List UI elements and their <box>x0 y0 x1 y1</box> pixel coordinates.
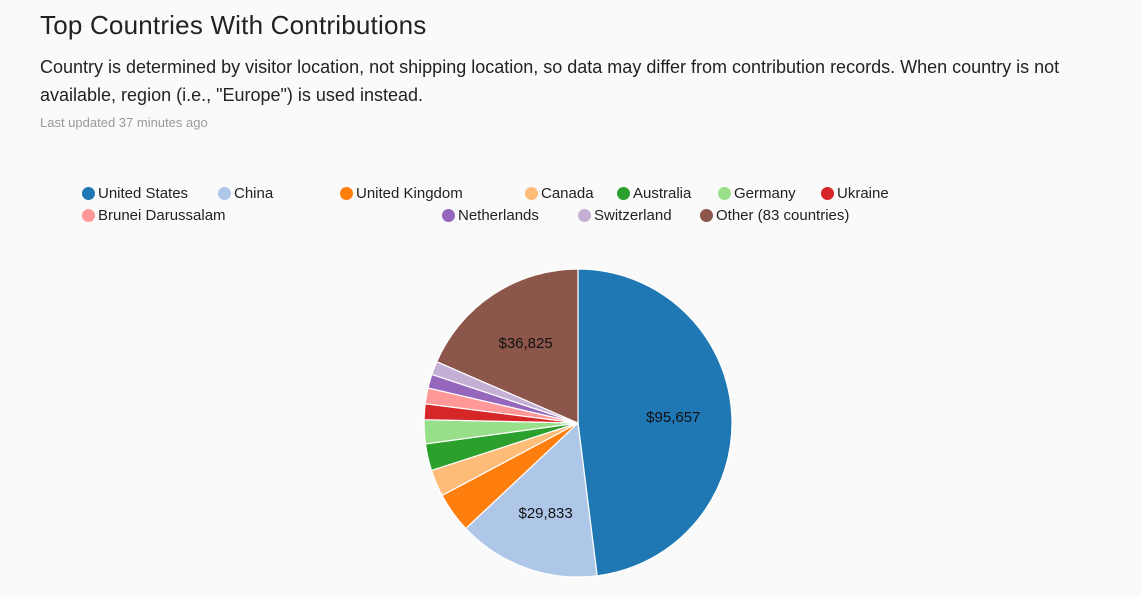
pie-slice-china[interactable] <box>464 421 598 578</box>
legend-label: Germany <box>734 184 796 202</box>
legend-label: China <box>234 184 274 202</box>
pie-label-other-83-countries: $36,825 <box>498 335 552 352</box>
pie-slice-united-states[interactable] <box>577 268 733 577</box>
pie-slice-other-83-countries[interactable] <box>435 268 579 424</box>
legend-swatch <box>82 208 95 222</box>
legend-label: Australia <box>633 184 692 202</box>
legend-label: United Kingdom <box>356 184 463 202</box>
legend-swatch <box>218 186 231 200</box>
legend-swatch <box>718 186 731 200</box>
legend-swatch <box>700 208 713 222</box>
legend-item-ukraine[interactable]: Ukraine <box>821 182 913 204</box>
legend-swatch <box>617 186 630 200</box>
legend-swatch <box>525 186 538 200</box>
last-updated: Last updated 37 minutes ago <box>40 115 208 130</box>
page-subtitle: Country is determined by visitor locatio… <box>40 57 1060 105</box>
legend-label: Ukraine <box>837 184 889 202</box>
legend-label: Netherlands <box>458 206 539 224</box>
legend-label: Switzerland <box>594 206 672 224</box>
legend-item-canada[interactable]: Canada <box>525 182 617 204</box>
legend-label: Other (83 countries) <box>716 206 850 224</box>
legend-item-china[interactable]: China <box>218 182 340 204</box>
page-title: Top Countries With Contributions <box>40 10 427 40</box>
legend-swatch <box>82 186 95 200</box>
legend-item-switzerland[interactable]: Switzerland <box>578 204 700 226</box>
legend-swatch <box>578 208 591 222</box>
legend-label: Brunei Darussalam <box>98 206 226 224</box>
pie-label-china: $29,833 <box>519 505 573 522</box>
legend-item-united-kingdom[interactable]: United Kingdom <box>340 182 525 204</box>
legend-swatch <box>821 186 834 200</box>
legend-label: United States <box>98 184 189 202</box>
legend-swatch <box>340 186 353 200</box>
legend-label: Canada <box>541 184 594 202</box>
legend-swatch <box>442 208 455 222</box>
legend-item-germany[interactable]: Germany <box>718 182 821 204</box>
legend-item-other-83-countries[interactable]: Other (83 countries) <box>700 204 880 226</box>
legend-item-brunei-darussalam[interactable]: Brunei Darussalam <box>82 204 242 226</box>
legend-item-united-states[interactable]: United States <box>82 182 218 204</box>
legend-item-australia[interactable]: Australia <box>617 182 718 204</box>
chart-legend: United States China United Kingdom Canada Au… <box>82 182 1122 226</box>
legend-item-netherlands[interactable]: Netherlands <box>442 204 578 226</box>
pie-label-united-states: $95,657 <box>646 409 700 426</box>
